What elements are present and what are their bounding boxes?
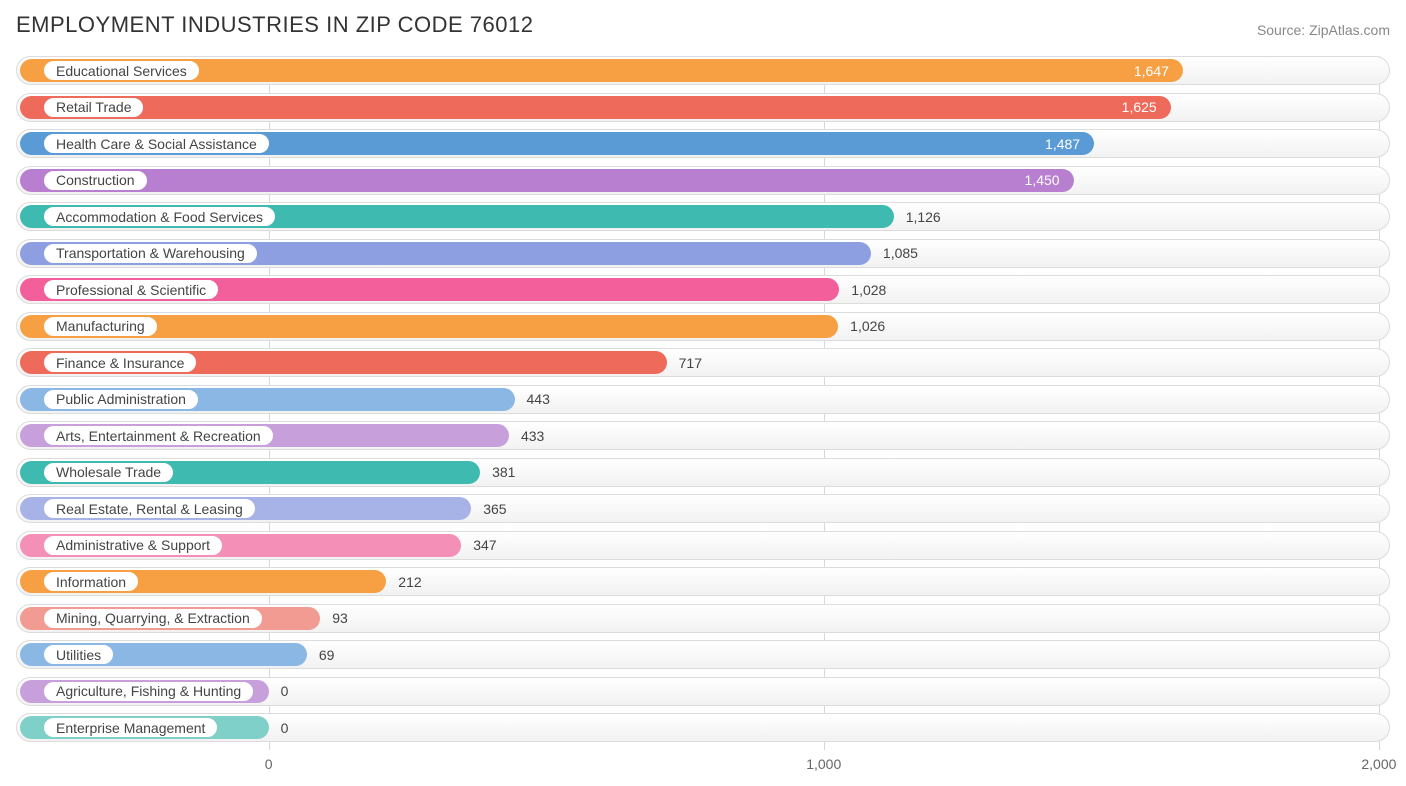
category-pill: Finance & Insurance	[42, 351, 198, 374]
category-pill: Utilities	[42, 643, 115, 666]
category-pill: Enterprise Management	[42, 716, 219, 739]
value-label: 347	[473, 531, 496, 560]
category-pill: Wholesale Trade	[42, 461, 175, 484]
chart-row: Accommodation & Food Services 1,126	[16, 202, 1390, 231]
value-label: 443	[527, 385, 550, 414]
category-pill: Accommodation & Food Services	[42, 205, 277, 228]
value-label: 1,450	[16, 166, 1060, 195]
value-label: 1,026	[850, 312, 885, 341]
value-label: 1,487	[16, 129, 1080, 158]
value-label: 365	[483, 494, 506, 523]
value-label: 93	[332, 604, 348, 633]
category-pill: Mining, Quarrying, & Extraction	[42, 607, 264, 630]
value-label: 381	[492, 458, 515, 487]
value-label: 433	[521, 421, 544, 450]
chart-row: Transportation & Warehousing 1,085	[16, 239, 1390, 268]
chart-row: Mining, Quarrying, & Extraction 93	[16, 604, 1390, 633]
chart-row: Public Administration 443	[16, 385, 1390, 414]
value-label: 1,647	[16, 56, 1169, 85]
chart-row: Enterprise Management 0	[16, 713, 1390, 742]
category-pill: Agriculture, Fishing & Hunting	[42, 680, 255, 703]
x-tick: 2,000	[1361, 756, 1396, 772]
category-pill: Manufacturing	[42, 315, 159, 338]
chart-row: Construction1,450	[16, 166, 1390, 195]
chart-row: Finance & Insurance 717	[16, 348, 1390, 377]
chart-title: EMPLOYMENT INDUSTRIES IN ZIP CODE 76012	[16, 12, 534, 38]
chart-source: Source: ZipAtlas.com	[1257, 22, 1390, 38]
category-pill: Arts, Entertainment & Recreation	[42, 424, 275, 447]
value-label: 69	[319, 640, 335, 669]
chart-row: Arts, Entertainment & Recreation 433	[16, 421, 1390, 450]
chart-header: EMPLOYMENT INDUSTRIES IN ZIP CODE 76012 …	[16, 12, 1390, 38]
category-pill: Information	[42, 570, 140, 593]
chart-row: Agriculture, Fishing & Hunting 0	[16, 677, 1390, 706]
chart-row: Educational Services1,647	[16, 56, 1390, 85]
chart-row: Information 212	[16, 567, 1390, 596]
chart-row: Utilities 69	[16, 640, 1390, 669]
value-label: 1,126	[906, 202, 941, 231]
chart-row: Wholesale Trade 381	[16, 458, 1390, 487]
chart-row: Administrative & Support 347	[16, 531, 1390, 560]
value-label: 1,085	[883, 239, 918, 268]
value-label: 0	[281, 677, 289, 706]
value-label: 717	[679, 348, 702, 377]
value-label: 1,625	[16, 93, 1157, 122]
category-pill: Real Estate, Rental & Leasing	[42, 497, 257, 520]
chart-row: Manufacturing 1,026	[16, 312, 1390, 341]
chart-row: Health Care & Social Assistance1,487	[16, 129, 1390, 158]
chart-row: Professional & Scientific 1,028	[16, 275, 1390, 304]
category-pill: Public Administration	[42, 388, 200, 411]
chart-row: Real Estate, Rental & Leasing 365	[16, 494, 1390, 523]
value-label: 212	[398, 567, 421, 596]
value-label: 1,028	[851, 275, 886, 304]
x-tick: 1,000	[806, 756, 841, 772]
category-pill: Professional & Scientific	[42, 278, 220, 301]
chart-row: Retail Trade1,625	[16, 93, 1390, 122]
x-axis: 01,0002,000	[16, 754, 1390, 776]
x-tick: 0	[265, 756, 273, 772]
value-label: 0	[281, 713, 289, 742]
category-pill: Administrative & Support	[42, 534, 224, 557]
bars-container: Educational Services1,647 Retail Trade1,6…	[16, 56, 1390, 750]
category-pill: Transportation & Warehousing	[42, 242, 259, 265]
chart-area: Educational Services1,647 Retail Trade1,6…	[16, 56, 1390, 776]
